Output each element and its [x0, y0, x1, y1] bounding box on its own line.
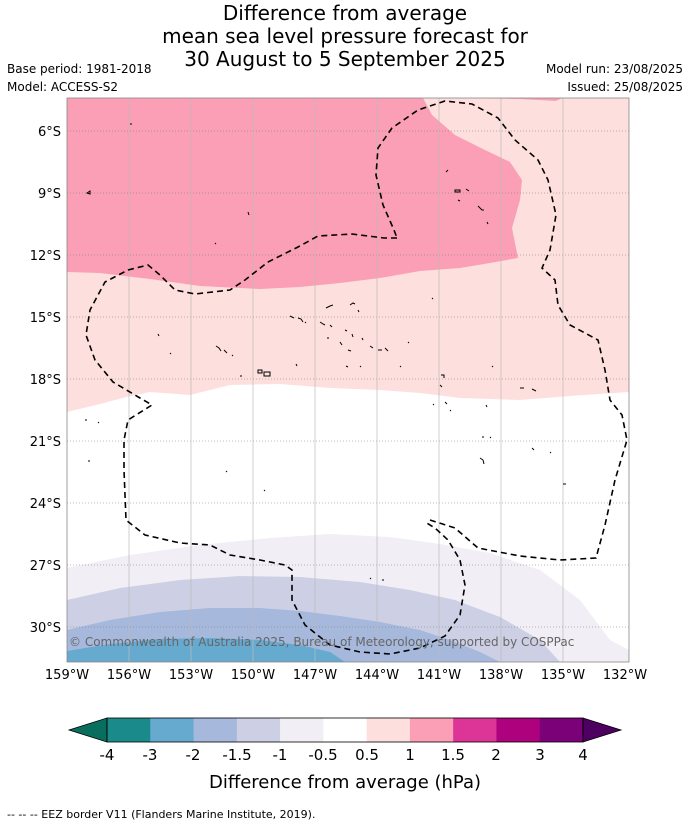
colorbar-bin: [236, 718, 281, 742]
islands: [85, 123, 566, 581]
copyright-notice: © Commonwealth of Australia 2025, Bureau…: [69, 635, 574, 649]
colorbar-tick-label: -0.5: [308, 746, 337, 764]
title-line-3: 30 August to 5 September 2025: [184, 47, 506, 71]
meta-left: Base period: 1981-2018 Model: ACCESS-S2: [7, 60, 152, 96]
colorbar-bin: [539, 718, 584, 742]
lon-label: 147°W: [293, 668, 337, 683]
lon-label: 156°W: [107, 668, 151, 683]
lat-label: 27°S: [30, 559, 61, 574]
lat-label: 30°S: [30, 621, 61, 636]
colorbar-bin: [366, 718, 411, 742]
lon-label: 138°W: [479, 668, 523, 683]
colorbar-bins: [107, 718, 584, 742]
colorbar-bin: [107, 718, 151, 742]
colorbar-tick-label: 1.5: [441, 746, 465, 764]
model-name: Model: ACCESS-S2: [7, 80, 119, 94]
chart-title: Difference from average mean sea level p…: [0, 2, 690, 71]
colorbar-bin: [323, 718, 368, 742]
lat-label: 21°S: [30, 435, 61, 450]
colorbar-tick-label: 1: [405, 746, 415, 764]
colorbar-bin: [280, 718, 324, 742]
lon-label: 153°W: [169, 668, 213, 683]
colorbar-tick-label: -4: [100, 746, 115, 764]
lat-label: 24°S: [30, 497, 61, 512]
colorbar-tick-label: -2: [186, 746, 201, 764]
colorbar: -4 -3 -2 -1.5 -1 -0.5 0.5 1 1.5 2 3 4 Di…: [67, 717, 623, 793]
field-blue: [67, 638, 345, 662]
map-frame: [66, 97, 630, 663]
lon-label: 132°W: [603, 668, 647, 683]
longitude-labels: 159°W 156°W 153°W 150°W 147°W 144°W 141°…: [45, 668, 647, 683]
latitude-labels: 6°S 9°S 12°S 15°S 18°S 21°S 24°S 27°S 30…: [30, 125, 61, 636]
lat-label: 6°S: [38, 125, 61, 140]
colorbar-tick-label: 4: [578, 746, 588, 764]
base-period: Base period: 1981-2018: [7, 62, 152, 76]
lon-label: 135°W: [541, 668, 585, 683]
lat-label: 18°S: [30, 373, 61, 388]
eez-border: [85, 233, 466, 655]
eez-footnote: -- -- -- EEZ border V11 (Flanders Marine…: [7, 808, 316, 821]
title-line-2: mean sea level pressure forecast for: [162, 24, 528, 48]
colorbar-ticks: -4 -3 -2 -1.5 -1 -0.5 0.5 1 1.5 2 3 4: [100, 746, 588, 764]
colorbar-tick-label: -1: [273, 746, 288, 764]
colorbar-tick-label: 3: [535, 746, 545, 764]
colorbar-outline: [106, 717, 584, 743]
lon-label: 150°W: [231, 668, 275, 683]
latitude-gridlines: [67, 130, 629, 628]
model-run: Model run: 23/08/2025: [545, 62, 683, 76]
colorbar-extend-low: [67, 717, 108, 743]
colorbar-bin: [193, 718, 238, 742]
eez-border-east: [375, 100, 628, 561]
field-pink: [67, 98, 522, 289]
lat-label: 12°S: [30, 249, 61, 264]
title-line-1: Difference from average: [222, 1, 468, 25]
colorbar-label: Difference from average (hPa): [209, 772, 481, 793]
pressure-anomaly-field: [67, 98, 629, 662]
map-figure: © Commonwealth of Australia 2025, Bureau…: [30, 97, 647, 793]
issued-date: Issued: 25/08/2025: [567, 80, 683, 94]
colorbar-bin: [453, 718, 497, 742]
colorbar-extend-high: [582, 717, 623, 743]
colorbar-tick-label: -3: [143, 746, 158, 764]
meta-right: Model run: 23/08/2025 Issued: 25/08/2025: [546, 60, 683, 96]
colorbar-bin: [150, 718, 195, 742]
colorbar-bin: [496, 718, 541, 742]
lon-label: 141°W: [417, 668, 461, 683]
colorbar-tick-label: 2: [491, 746, 501, 764]
colorbar-bin: [409, 718, 454, 742]
longitude-gridlines: [128, 98, 564, 662]
colorbar-tick-label: 0.5: [355, 746, 379, 764]
colorbar-tick-label: -1.5: [222, 746, 251, 764]
lon-label: 159°W: [45, 668, 89, 683]
field-pink-sliver: [468, 98, 562, 101]
lon-label: 144°W: [355, 668, 399, 683]
lat-label: 9°S: [38, 187, 61, 202]
lat-label: 15°S: [30, 311, 61, 326]
